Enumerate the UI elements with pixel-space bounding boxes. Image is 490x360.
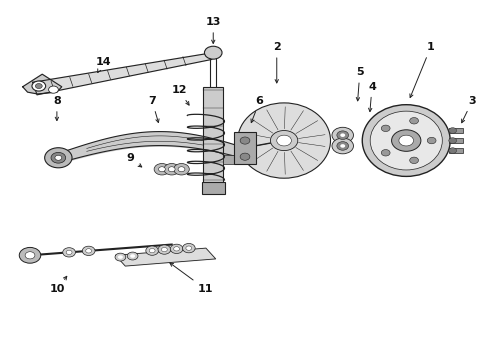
Text: 7: 7 — [148, 96, 159, 122]
Text: 3: 3 — [462, 96, 476, 123]
Circle shape — [337, 141, 348, 150]
Circle shape — [118, 255, 123, 259]
Circle shape — [149, 248, 155, 253]
Circle shape — [204, 46, 222, 59]
FancyBboxPatch shape — [203, 87, 223, 184]
Text: 12: 12 — [172, 85, 189, 105]
Circle shape — [49, 86, 58, 93]
Circle shape — [158, 245, 171, 254]
FancyBboxPatch shape — [201, 182, 225, 194]
Text: 13: 13 — [205, 17, 221, 44]
Circle shape — [173, 247, 179, 251]
Text: 10: 10 — [49, 276, 67, 294]
Text: 2: 2 — [273, 42, 281, 83]
Text: 9: 9 — [126, 153, 142, 167]
Circle shape — [115, 253, 126, 261]
Circle shape — [66, 250, 72, 255]
Circle shape — [332, 138, 353, 154]
Circle shape — [182, 243, 195, 253]
Polygon shape — [33, 53, 212, 95]
Circle shape — [35, 84, 42, 89]
Text: 1: 1 — [410, 42, 435, 98]
Circle shape — [170, 244, 183, 253]
Ellipse shape — [370, 111, 442, 170]
Circle shape — [51, 152, 66, 163]
Circle shape — [164, 163, 179, 175]
Circle shape — [277, 135, 292, 146]
Circle shape — [146, 246, 159, 255]
Circle shape — [240, 137, 250, 144]
Text: 6: 6 — [251, 96, 264, 123]
Text: 11: 11 — [170, 263, 214, 294]
Circle shape — [32, 81, 46, 91]
Circle shape — [168, 167, 175, 172]
Circle shape — [410, 118, 418, 124]
FancyBboxPatch shape — [234, 132, 256, 164]
Circle shape — [392, 130, 421, 151]
Circle shape — [86, 249, 92, 253]
Circle shape — [449, 148, 457, 153]
Ellipse shape — [238, 103, 331, 178]
Text: 8: 8 — [53, 96, 61, 121]
Circle shape — [332, 127, 353, 143]
Circle shape — [127, 252, 138, 260]
Circle shape — [270, 131, 298, 150]
Text: 14: 14 — [96, 57, 111, 73]
Circle shape — [381, 125, 390, 131]
FancyBboxPatch shape — [223, 155, 243, 164]
Circle shape — [173, 163, 189, 175]
Circle shape — [55, 155, 62, 160]
Circle shape — [427, 137, 436, 144]
Polygon shape — [23, 74, 62, 94]
Circle shape — [159, 167, 165, 172]
Circle shape — [178, 167, 185, 172]
Circle shape — [240, 153, 250, 160]
Circle shape — [19, 247, 41, 263]
Polygon shape — [116, 248, 216, 266]
FancyBboxPatch shape — [449, 128, 463, 133]
Circle shape — [381, 149, 390, 156]
Circle shape — [340, 144, 345, 148]
Text: 5: 5 — [356, 67, 364, 101]
Circle shape — [449, 128, 457, 134]
Circle shape — [449, 138, 457, 143]
Circle shape — [25, 252, 35, 259]
Text: 4: 4 — [368, 82, 376, 112]
Ellipse shape — [362, 105, 450, 176]
Circle shape — [154, 163, 170, 175]
Circle shape — [63, 248, 75, 257]
Circle shape — [82, 246, 95, 256]
Circle shape — [161, 247, 167, 252]
Circle shape — [399, 135, 414, 146]
Circle shape — [337, 131, 348, 139]
FancyBboxPatch shape — [449, 138, 463, 143]
FancyBboxPatch shape — [449, 148, 463, 153]
Circle shape — [130, 254, 135, 258]
Circle shape — [186, 246, 192, 250]
Circle shape — [340, 134, 345, 137]
Circle shape — [410, 157, 418, 163]
Circle shape — [45, 148, 72, 168]
